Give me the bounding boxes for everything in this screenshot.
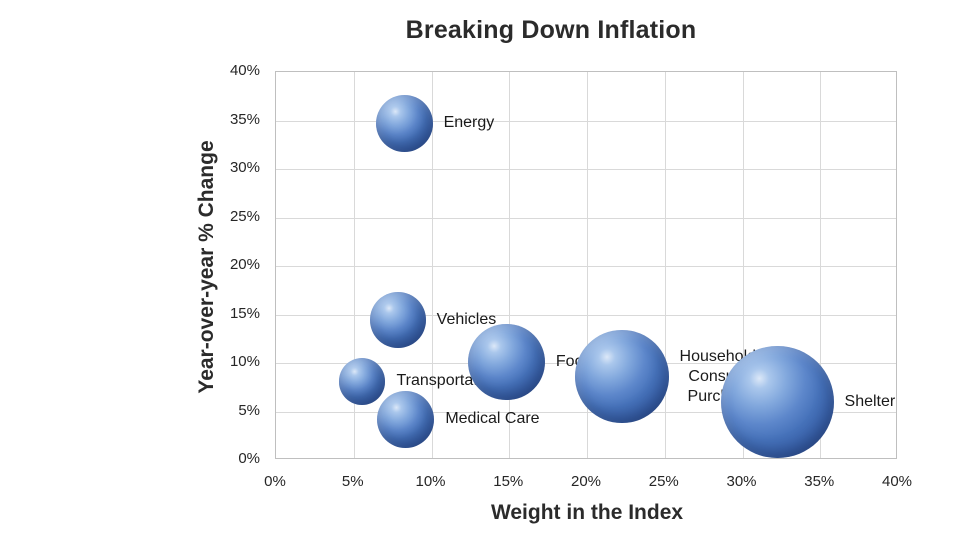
bubble-vehicles xyxy=(370,292,426,349)
y-tick-label: 40% xyxy=(229,62,260,79)
y-tick-label: 10% xyxy=(229,353,260,370)
x-tick-label: 15% xyxy=(493,473,524,490)
x-tick-label: 5% xyxy=(341,473,364,490)
gridline-horizontal xyxy=(276,169,896,170)
bubble-medical-care xyxy=(376,390,435,448)
y-tick-label: 35% xyxy=(229,110,260,128)
x-tick-label: 20% xyxy=(570,473,602,490)
x-tick-label: 25% xyxy=(648,473,679,490)
gridline-vertical xyxy=(431,72,433,458)
gridline-horizontal xyxy=(276,266,896,267)
y-tick-label: 15% xyxy=(229,304,260,322)
x-tick-label: 40% xyxy=(881,473,913,490)
gridline-vertical xyxy=(353,72,355,458)
x-tick-label: 35% xyxy=(804,473,835,490)
y-tick-label: 20% xyxy=(229,256,260,273)
bubble-shelter xyxy=(721,345,834,459)
gridline-vertical xyxy=(820,72,822,458)
gridline-horizontal xyxy=(276,120,896,122)
chart-title: Breaking Down Inflation xyxy=(405,16,697,44)
x-axis-title: Weight in the Index xyxy=(490,501,684,524)
bubble-household-consumer-purchases xyxy=(575,329,669,424)
gridline-vertical xyxy=(587,72,588,458)
gridline-horizontal xyxy=(276,411,896,413)
bubble-label-vehicles: Vehicles xyxy=(436,311,497,329)
x-tick-label: 30% xyxy=(726,473,757,490)
bubble-label-shelter: Shelter xyxy=(844,392,896,410)
y-tick-label: 5% xyxy=(238,401,260,419)
gridline-vertical xyxy=(742,72,744,458)
x-tick-label: 0% xyxy=(264,473,286,490)
y-tick-label: 25% xyxy=(229,207,260,225)
gridline-vertical xyxy=(509,72,511,458)
bubble-food xyxy=(468,323,545,401)
bubble-transportation xyxy=(338,357,386,405)
gridline-horizontal xyxy=(276,314,896,316)
gridline-horizontal xyxy=(276,217,896,219)
gridline-vertical xyxy=(664,72,666,458)
y-tick-label: 30% xyxy=(229,159,260,176)
bubble-label-energy: Energy xyxy=(443,114,495,132)
x-tick-label: 10% xyxy=(415,473,446,490)
bubble-label-medical-care: Medical Care xyxy=(445,410,540,428)
y-tick-label: 0% xyxy=(238,450,260,467)
bubble-energy xyxy=(375,94,433,152)
